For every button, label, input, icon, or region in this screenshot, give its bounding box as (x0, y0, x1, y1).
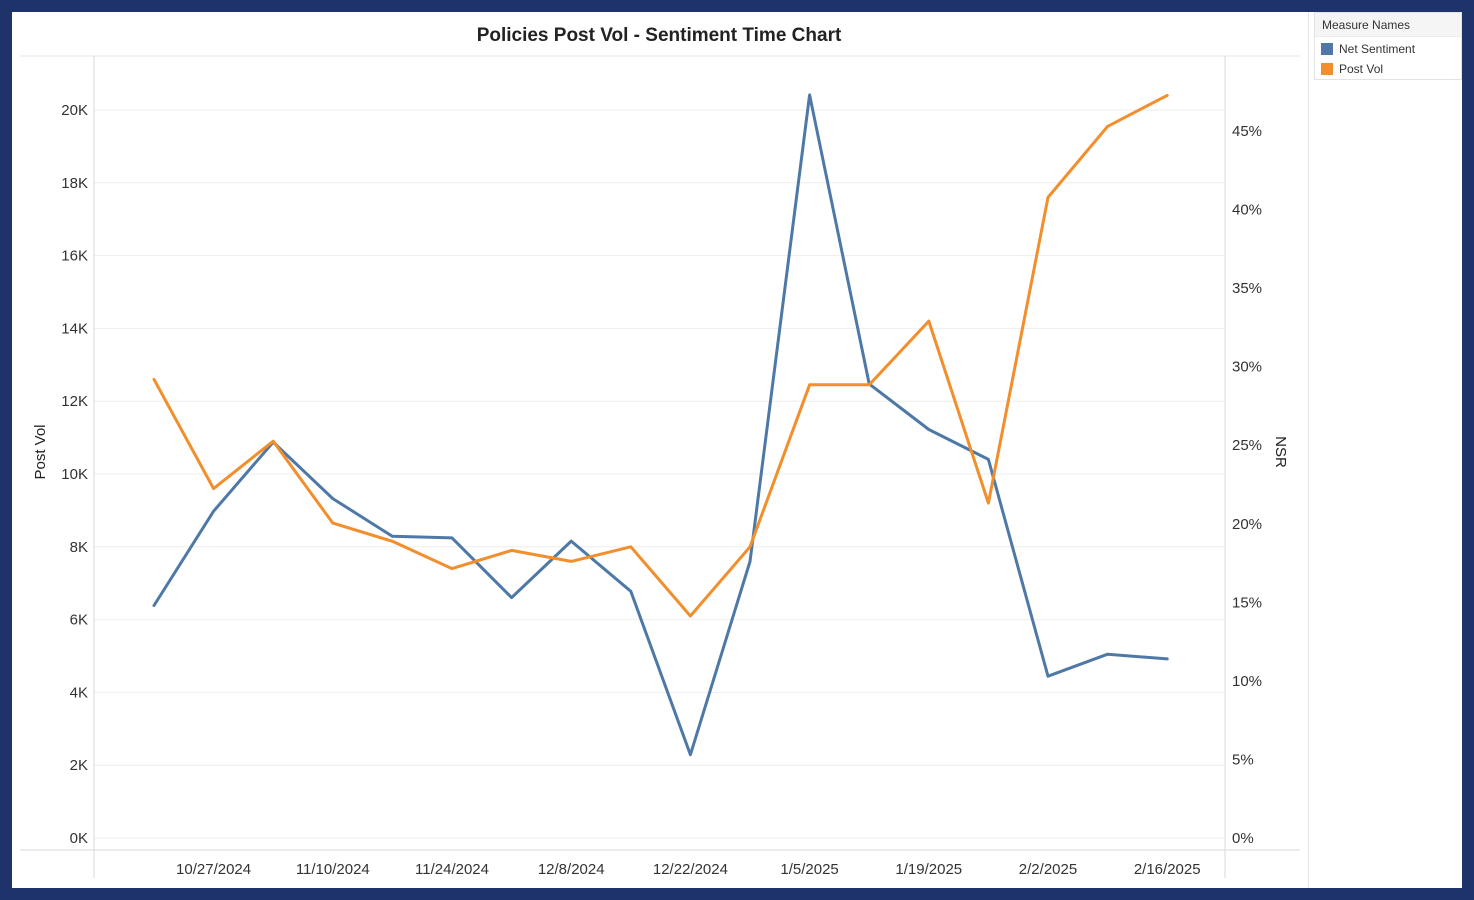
legend-item-net-sentiment[interactable]: Net Sentiment (1315, 37, 1461, 57)
x-tick-label: 2/16/2025 (1134, 861, 1201, 878)
legend-divider (1308, 12, 1309, 888)
x-tick-label: 11/24/2024 (415, 861, 489, 878)
y2-tick-label: 15% (1232, 594, 1262, 611)
legend-swatch-post-vol (1321, 62, 1333, 75)
y-tick-label: 12K (61, 393, 88, 410)
legend-label-net-sentiment: Net Sentiment (1339, 41, 1416, 56)
x-tick-label: 11/10/2024 (296, 861, 370, 878)
x-tick-label: 1/19/2025 (895, 861, 962, 878)
y-axis-title: Post Vol (32, 424, 49, 479)
y2-axis-title: NSR (1272, 436, 1289, 468)
x-tick-label: 2/2/2025 (1019, 861, 1077, 878)
grid (94, 109, 1225, 839)
y-tick-label: 14K (61, 320, 88, 337)
y2-tick-label: 45% (1232, 123, 1262, 140)
legend-label-post-vol: Post Vol (1339, 61, 1384, 76)
y2-tick-label: 30% (1232, 359, 1262, 376)
y2-tick-label: 35% (1232, 280, 1262, 297)
y2-tick-label: 5% (1232, 751, 1254, 768)
x-tick-label: 1/5/2025 (780, 861, 838, 878)
series-group (152, 93, 1169, 757)
y-tick-label: 0K (70, 830, 88, 847)
y2-tick-label: 40% (1232, 202, 1262, 219)
legend[interactable]: Measure Names Net Sentiment Post Vol (1314, 12, 1462, 80)
left-axis-ticks: 0K 2K 4K 6K 8K 10K 12K 14K 16K 18K 20K (61, 102, 88, 847)
x-axis-ticks: 10/27/2024 11/10/2024 11/24/2024 12/8/2024 1… (176, 861, 1201, 878)
y-tick-label: 2K (70, 757, 88, 774)
line-chart: Policies Post Vol - Sentiment Time Chart… (20, 25, 1300, 878)
y-tick-label: 8K (70, 539, 88, 556)
series-line-post-vol (152, 93, 1169, 618)
chart-frame: Policies Post Vol - Sentiment Time Chart… (12, 12, 1462, 888)
series-line-net-sentiment (152, 93, 1169, 757)
y2-tick-label: 0% (1232, 830, 1254, 847)
right-axis-ticks: 0% 5% 10% 15% 20% 25% 30% 35% 40% 45% (1232, 123, 1262, 847)
legend-swatch-net-sentiment (1321, 42, 1333, 55)
y-tick-label: 6K (70, 612, 88, 629)
x-tick-label: 10/27/2024 (176, 861, 251, 878)
legend-title: Measure Names (1315, 13, 1461, 37)
y-tick-label: 20K (61, 102, 88, 119)
y2-tick-label: 20% (1232, 516, 1262, 533)
y-tick-label: 10K (61, 466, 88, 483)
x-tick-label: 12/22/2024 (653, 861, 728, 878)
y-tick-label: 4K (70, 684, 88, 701)
axes (20, 56, 1300, 878)
y2-tick-label: 10% (1232, 673, 1262, 690)
y-tick-label: 16K (61, 248, 88, 265)
y2-tick-label: 25% (1232, 437, 1262, 454)
y-tick-label: 18K (61, 175, 88, 192)
chart-title: Policies Post Vol - Sentiment Time Chart (477, 25, 842, 46)
x-tick-label: 12/8/2024 (538, 861, 605, 878)
legend-item-post-vol[interactable]: Post Vol (1315, 57, 1461, 77)
